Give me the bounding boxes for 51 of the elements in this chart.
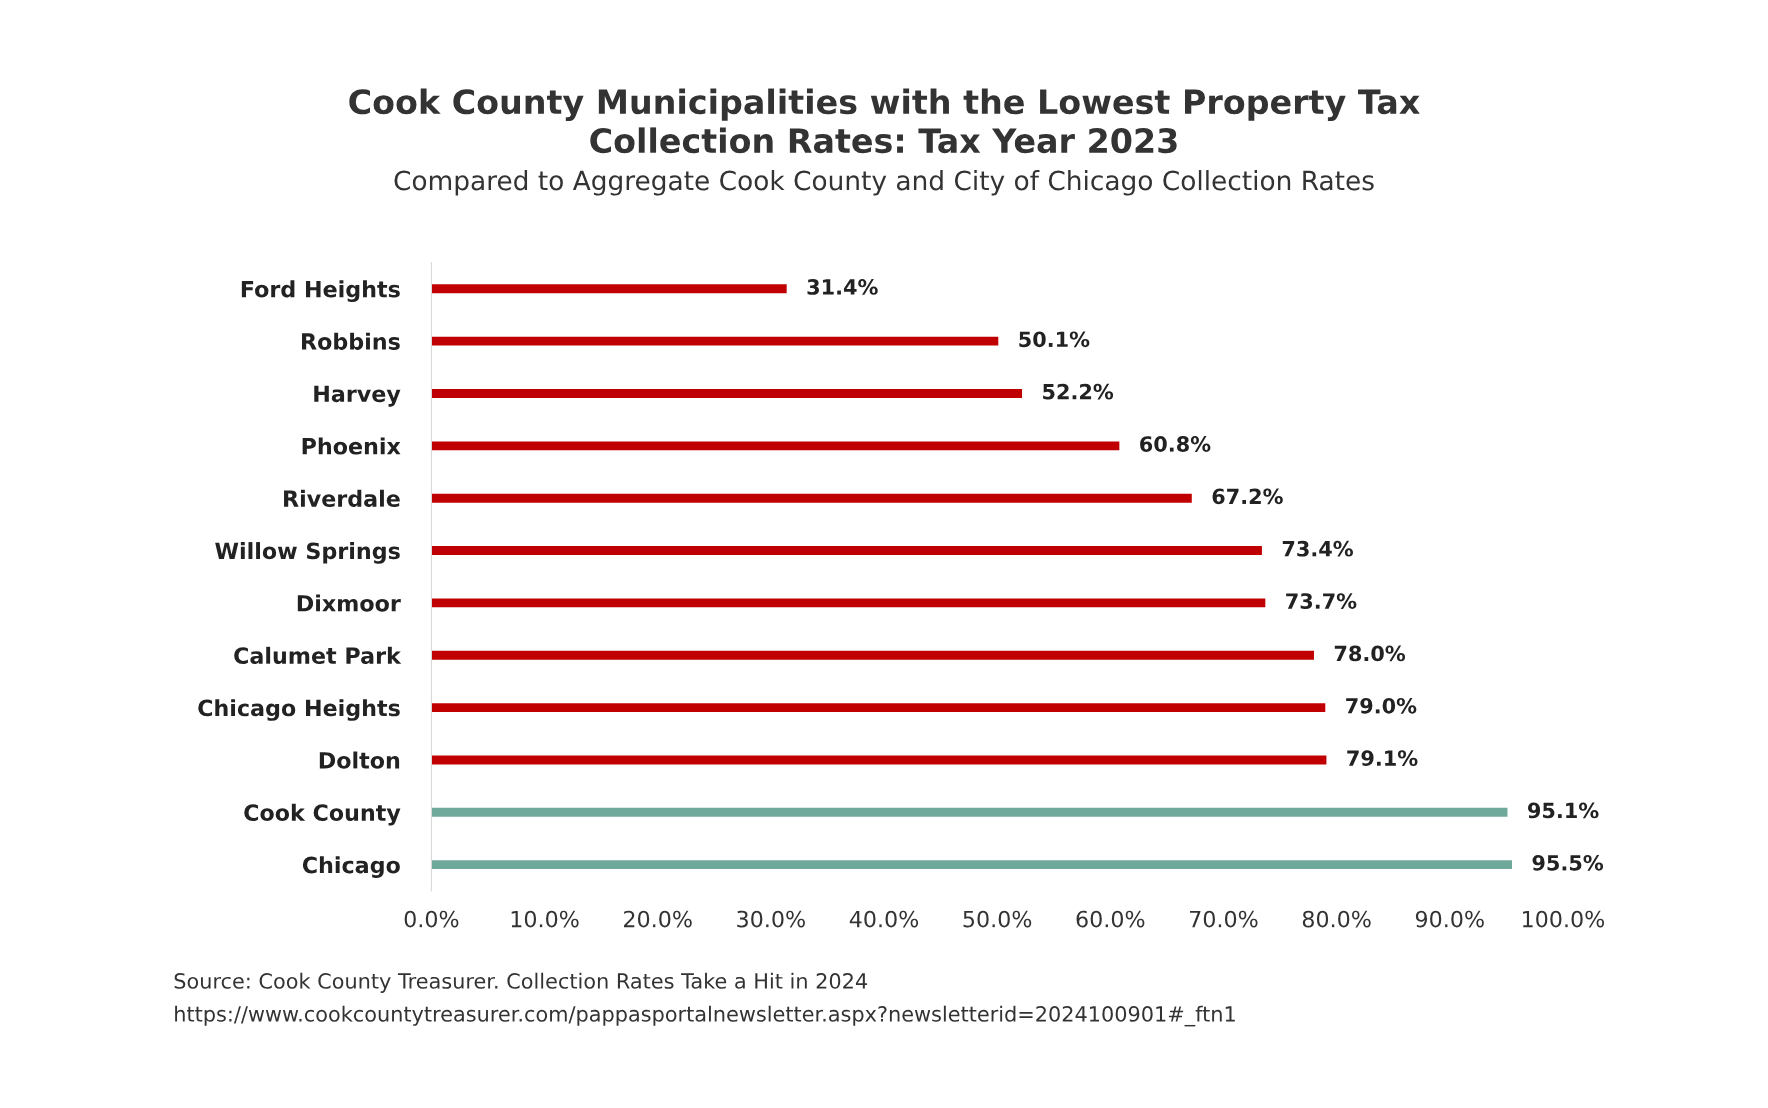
bar (431, 546, 1262, 555)
data-label: 95.5% (1532, 854, 1604, 871)
y-tick-label: Willow Springs (215, 542, 400, 564)
y-tick-label: Riverdale (284, 489, 400, 507)
y-tick-label: Dixmoor (297, 594, 401, 612)
y-tick-label: Calumet Park (234, 646, 402, 664)
data-label: 73.4% (1282, 540, 1353, 557)
x-tick-label: 30.0% (737, 910, 805, 928)
x-tick-label: 90.0% (1415, 910, 1484, 928)
data-label: 78.0% (1334, 645, 1406, 662)
data-label: 67.2% (1212, 488, 1283, 505)
x-tick-label: 0.0% (404, 910, 459, 928)
x-tick-label: 100.0% (1522, 910, 1605, 928)
bar (431, 703, 1326, 713)
data-label: 52.2% (1043, 383, 1114, 400)
bar (431, 755, 1327, 765)
data-label: 79.0% (1346, 697, 1417, 714)
x-tick-label: 50.0% (963, 910, 1032, 928)
data-label: 95.1% (1527, 802, 1599, 819)
data-label: 50.1% (1019, 331, 1090, 348)
data-label: 60.8% (1140, 436, 1211, 452)
bar (431, 493, 1192, 503)
y-tick-label: Dolton (319, 751, 400, 769)
source-note: Source: Cook County Treasurer. Collection Rates Take a Hit in 2024 (174, 972, 868, 993)
x-tick-label: 80.0% (1302, 910, 1371, 928)
bar (431, 389, 1023, 398)
data-label: 31.4% (807, 279, 878, 295)
y-tick-label: Cook County (244, 803, 401, 826)
bar (431, 336, 999, 346)
bar (431, 860, 1512, 870)
y-tick-label: Ford Heights (241, 280, 400, 303)
data-label: 73.7% (1286, 593, 1357, 609)
y-tick-label: Chicago Heights (198, 699, 400, 721)
y-tick-label: Phoenix (302, 437, 401, 455)
y-tick-label: Harvey (314, 385, 401, 407)
x-tick-label: 10.0% (511, 910, 579, 928)
chart-title: Cook County Municipalities with the Lowest Property Tax Collection Rates: Tax Year 2023 (349, 88, 1420, 154)
x-tick-label: 60.0% (1076, 910, 1145, 928)
bar (431, 807, 1508, 817)
chart-subtitle: Compared to Aggregate Cook County and City of Chicago Collection Rates (394, 170, 1374, 196)
x-tick-label: 20.0% (624, 910, 692, 928)
x-tick-label: 70.0% (1189, 910, 1258, 928)
y-tick-label: Chicago (302, 856, 400, 878)
bar (431, 598, 1266, 608)
bar (431, 441, 1120, 451)
data-label: 79.1% (1347, 750, 1418, 766)
y-tick-label: Robbins (302, 332, 400, 350)
bar (431, 650, 1314, 660)
bar (431, 284, 787, 294)
text: https://www.cookcountytreasurer.com/pappasportalnewsletter.aspx?newsletterid=2024100901#_ftn1 (175, 1005, 1235, 1027)
x-tick-label: 40.0% (849, 910, 919, 928)
